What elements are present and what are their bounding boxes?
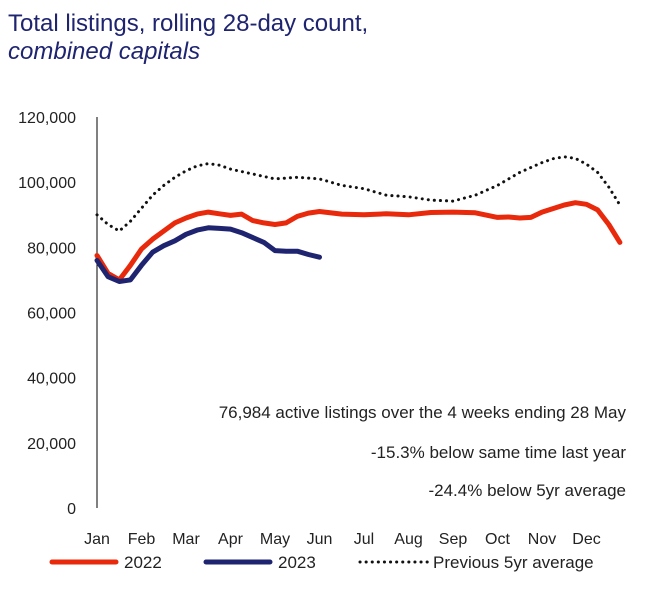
x-tick-label: Feb (128, 531, 156, 548)
legend-label: 2023 (278, 553, 316, 572)
annotation-text: 76,984 active listings over the 4 weeks … (219, 403, 627, 422)
y-tick-label: 60,000 (27, 306, 76, 323)
x-tick-label: Jul (354, 531, 374, 548)
x-tick-label: Jun (307, 531, 333, 548)
y-axis: 0 20,000 40,000 60,000 80,000 100,000 120,000 (18, 110, 98, 518)
x-tick-label: Apr (218, 531, 244, 548)
y-tick-label: 100,000 (18, 175, 76, 192)
series-line-5yr-average (95, 155, 622, 233)
x-axis: Jan Feb Mar Apr May Jun Jul Aug Sep Oct Nov Dec (84, 531, 601, 548)
chart-title-line1: Total listings, rolling 28-day count, (8, 10, 369, 37)
series-line-2022 (94, 200, 623, 283)
x-tick-label: Nov (528, 531, 556, 548)
annotation-text: -24.4% below 5yr average (428, 481, 626, 500)
chart-title-line2: combined capitals (8, 38, 201, 65)
y-tick-label: 0 (67, 501, 76, 518)
annotation-text: -15.3% below same time last year (371, 443, 626, 462)
legend: 2022 2023 Previous 5yr average (49, 553, 594, 572)
y-tick-label: 20,000 (27, 436, 76, 453)
x-tick-label: Dec (572, 531, 600, 548)
y-tick-label: 80,000 (27, 240, 76, 257)
x-tick-label: Mar (172, 531, 200, 548)
x-tick-label: May (260, 531, 290, 548)
legend-label: 2022 (124, 553, 162, 572)
series-line-2023 (94, 225, 322, 284)
x-tick-label: Jan (84, 531, 110, 548)
plot-area (94, 155, 623, 284)
x-tick-label: Sep (439, 531, 468, 548)
y-tick-label: 40,000 (27, 371, 76, 388)
x-tick-label: Aug (394, 531, 422, 548)
annotations: 76,984 active listings over the 4 weeks … (219, 403, 627, 500)
x-tick-label: Oct (485, 531, 510, 548)
y-tick-label: 120,000 (18, 110, 76, 127)
legend-label: Previous 5yr average (433, 553, 594, 572)
